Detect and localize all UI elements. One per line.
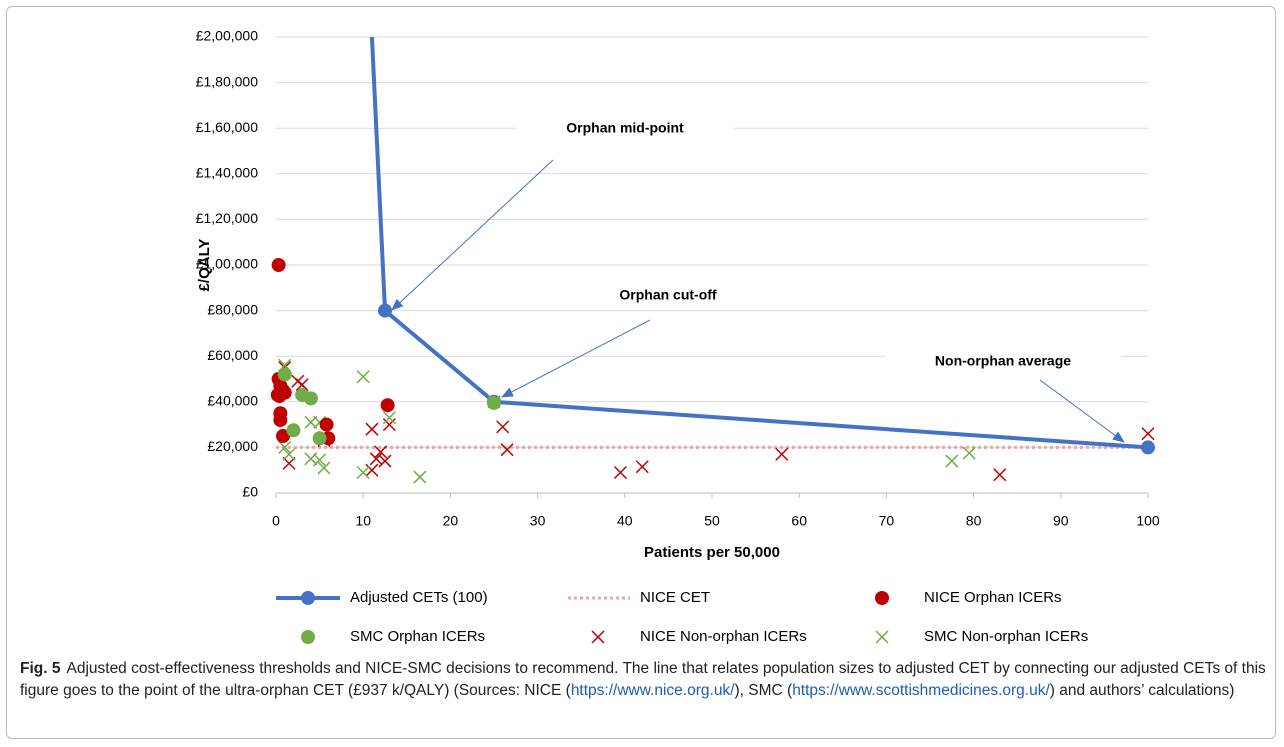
x-tick-label: 10 — [355, 513, 371, 529]
cross-marker — [282, 447, 296, 461]
cross-marker — [365, 463, 379, 477]
y-tick-label: £40,000 — [207, 393, 258, 409]
cross-marker — [291, 374, 305, 388]
point — [273, 413, 288, 428]
cross-marker — [313, 453, 327, 467]
cross-marker — [635, 460, 649, 474]
annotation: Orphan mid-point — [566, 120, 684, 136]
annotation-background — [516, 116, 735, 139]
y-tick-label: £0 — [242, 484, 258, 500]
point — [319, 417, 334, 432]
caption-text: Adjusted cost-effectiveness thresholds a… — [20, 660, 1266, 699]
x-tick-label: 40 — [617, 513, 633, 529]
annotation-background — [569, 283, 767, 306]
x-tick-label: 0 — [272, 513, 280, 529]
cross-marker — [775, 447, 789, 461]
cross-marker — [374, 445, 388, 459]
y-tick-label: £2,00,000 — [196, 28, 258, 44]
cross-marker — [945, 454, 959, 468]
point — [380, 398, 395, 413]
y-axis-title: £/QALY — [196, 239, 213, 292]
annotation-arrow — [501, 319, 651, 398]
point — [271, 258, 286, 272]
point — [312, 431, 327, 446]
cross-marker — [317, 461, 331, 475]
point — [487, 395, 501, 410]
cross-marker — [1141, 427, 1155, 441]
point — [303, 391, 318, 406]
point — [277, 367, 292, 382]
cet-marker — [1141, 440, 1155, 455]
y-tick-label: £1,20,000 — [196, 210, 258, 226]
x-axis-title: Patients per 50,000 — [644, 544, 780, 561]
annotation-arrow — [391, 159, 554, 311]
x-tick-label: 60 — [791, 513, 807, 529]
annotation-background — [884, 349, 1122, 372]
legend-swatch — [875, 591, 889, 605]
cross-marker — [613, 465, 627, 480]
caption: Fig. 5 Adjusted cost-effectiveness thresh… — [20, 658, 1266, 702]
annotation: Non-orphan average — [935, 353, 1071, 369]
x-tick-label: 30 — [530, 513, 546, 529]
legend-label: NICE Non-orphan ICERs — [640, 628, 807, 645]
x-tick-label: 20 — [443, 513, 459, 529]
cross-marker — [382, 411, 396, 425]
point — [277, 385, 292, 400]
legend-label: SMC Orphan ICERs — [350, 628, 485, 645]
x-tick-label: 70 — [879, 513, 895, 529]
cross-marker — [496, 420, 510, 434]
legend-swatch — [591, 630, 605, 644]
x-tick-label: 90 — [1053, 513, 1069, 529]
link[interactable]: https://www.scottishmedicines.org.uk/ — [792, 682, 1050, 699]
cet-line — [369, 37, 1148, 450]
annotation-arrow — [1039, 379, 1125, 443]
y-tick-label: £1,40,000 — [196, 165, 258, 181]
legend-label: NICE Orphan ICERs — [924, 589, 1062, 606]
cross-marker — [369, 452, 383, 466]
cross-marker — [962, 446, 976, 460]
caption-text: ) and authors’ calculations) — [1049, 682, 1235, 699]
annotation: Orphan cut-off — [619, 287, 717, 303]
y-tick-label: £20,000 — [207, 438, 258, 454]
y-tick-label: £1,80,000 — [196, 73, 258, 89]
y-tick-label: £1,00,000 — [196, 256, 258, 272]
plot-area — [276, 37, 1148, 450]
cross-marker — [282, 456, 296, 470]
point — [275, 429, 290, 443]
x-tick-label: 100 — [1136, 513, 1160, 529]
point — [286, 423, 301, 438]
y-tick-label: £60,000 — [207, 347, 258, 363]
chart: £/QALY Patients per 50,000 £0 £20,000 £40,… — [196, 28, 1160, 645]
cross-marker — [413, 470, 427, 484]
legend-label: NICE CET — [640, 589, 710, 606]
cross-marker — [993, 468, 1007, 482]
legend-swatch — [301, 591, 315, 605]
legend-label: Adjusted CETs (100) — [350, 589, 488, 606]
cross-marker — [356, 370, 370, 384]
y-tick-label: £80,000 — [207, 301, 258, 317]
legend-swatch — [301, 630, 315, 644]
x-tick-label: 50 — [704, 513, 720, 529]
caption-label: Fig. 5 — [20, 660, 61, 677]
legend-label: SMC Non-orphan ICERs — [924, 628, 1088, 645]
link[interactable]: https://www.nice.org.uk/ — [570, 682, 735, 699]
cross-marker — [278, 440, 292, 454]
x-tick-label: 80 — [966, 513, 982, 529]
figure-frame — [6, 6, 1276, 739]
cross-marker — [365, 422, 379, 436]
cross-marker — [500, 443, 514, 457]
cross-marker — [382, 418, 396, 432]
cross-marker — [378, 454, 392, 468]
y-tick-label: £1,60,000 — [196, 119, 258, 135]
cet-marker — [378, 303, 392, 318]
caption-text: ), SMC ( — [734, 682, 793, 699]
legend-swatch — [875, 630, 889, 644]
cross-marker — [356, 465, 370, 480]
